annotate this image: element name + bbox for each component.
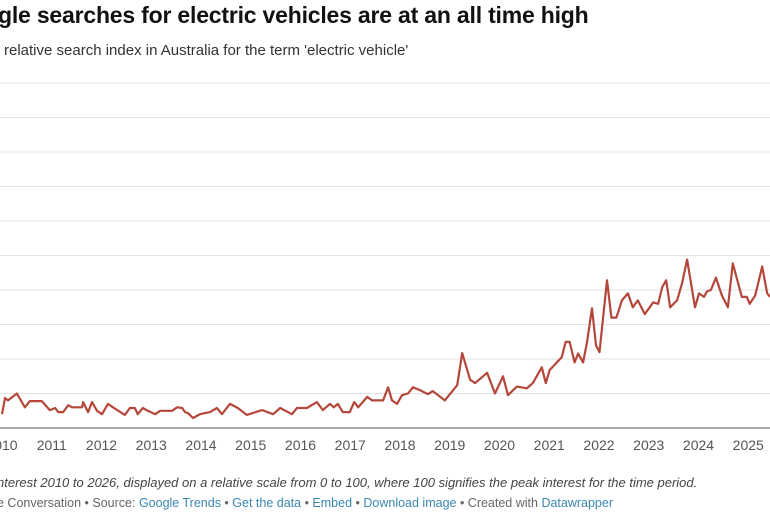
get-data-link[interactable]: Get the data bbox=[232, 496, 302, 510]
x-tick-label: 2011 bbox=[37, 437, 67, 453]
x-tick-label: 2021 bbox=[534, 437, 565, 453]
download-image-link[interactable]: Download image bbox=[363, 496, 457, 510]
x-tick-label: 2019 bbox=[434, 437, 465, 453]
chart-note: nterest 2010 to 2026, displayed on a rel… bbox=[0, 475, 698, 490]
x-tick-label: 2018 bbox=[384, 437, 415, 453]
x-tick-label: 2012 bbox=[86, 437, 117, 453]
x-tick-label: 2013 bbox=[136, 437, 167, 453]
x-tick-label: 2010 bbox=[0, 437, 18, 453]
created-with-text: • Created with bbox=[456, 496, 542, 510]
separator: • bbox=[352, 496, 364, 510]
x-tick-label: 2023 bbox=[633, 437, 664, 453]
google-trends-link[interactable]: Google Trends bbox=[138, 496, 221, 510]
chart-subtitle: relative search index in Australia for t… bbox=[4, 42, 409, 59]
series-line bbox=[0, 258, 770, 420]
line-chart: 2010 2011 2012 2013 2014 2015 2016 2017 2018 2019… bbox=[0, 82, 770, 453]
x-tick-label: 2022 bbox=[583, 437, 614, 453]
source-line: e Conversation • Source: Google Trends •… bbox=[0, 496, 613, 510]
x-tick-label: 2017 bbox=[335, 437, 366, 453]
datawrapper-link[interactable]: Datawrapper bbox=[541, 496, 614, 510]
x-tick-label: 2016 bbox=[285, 437, 316, 453]
gridlines bbox=[0, 82, 770, 429]
x-tick-label: 2014 bbox=[185, 437, 216, 453]
separator: • bbox=[220, 496, 233, 510]
x-tick-label: 2020 bbox=[484, 437, 515, 453]
x-tick-label: 2025 bbox=[733, 437, 764, 453]
separator: • bbox=[301, 496, 313, 510]
x-axis-ticks: 2010 2011 2012 2013 2014 2015 2016 2017 2018 2019… bbox=[0, 437, 764, 453]
credit-text: e Conversation • Source: bbox=[0, 496, 139, 510]
x-tick-label: 2015 bbox=[235, 437, 266, 453]
x-tick-label: 2024 bbox=[683, 437, 714, 453]
chart-title: gle searches for electric vehicles are a… bbox=[0, 2, 589, 28]
embed-link[interactable]: Embed bbox=[312, 496, 353, 510]
